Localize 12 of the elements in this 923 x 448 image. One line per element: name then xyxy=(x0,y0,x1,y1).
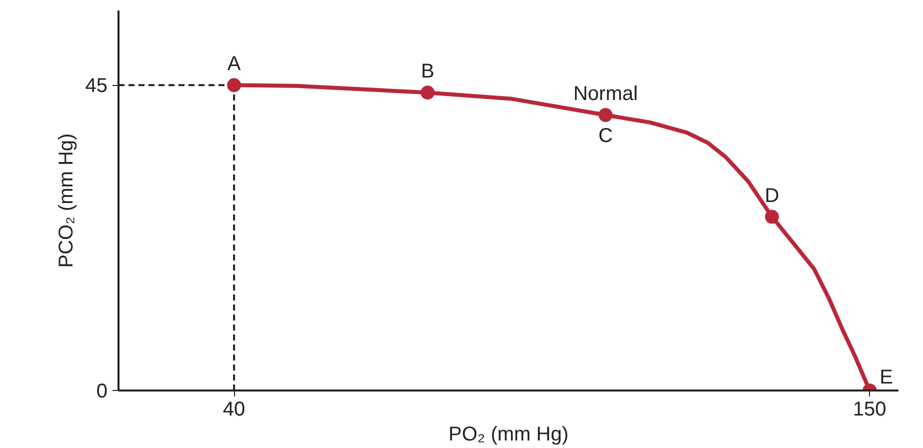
y-axis-title: PCO₂ (mm Hg) xyxy=(55,133,78,268)
x-tick-label: 150 xyxy=(852,398,886,420)
annotation: D xyxy=(764,184,780,207)
annotation: C xyxy=(598,125,613,147)
annotation: A xyxy=(227,53,242,76)
annotation: B xyxy=(420,60,434,83)
annotation: E xyxy=(880,366,893,388)
y-tick-label: 0 xyxy=(96,380,108,402)
x-tick-label: 40 xyxy=(222,398,246,420)
annotation: Normal xyxy=(573,83,638,105)
y-tick-label: 45 xyxy=(85,75,108,98)
x-axis-title: PO₂ (mm Hg) xyxy=(448,424,568,446)
